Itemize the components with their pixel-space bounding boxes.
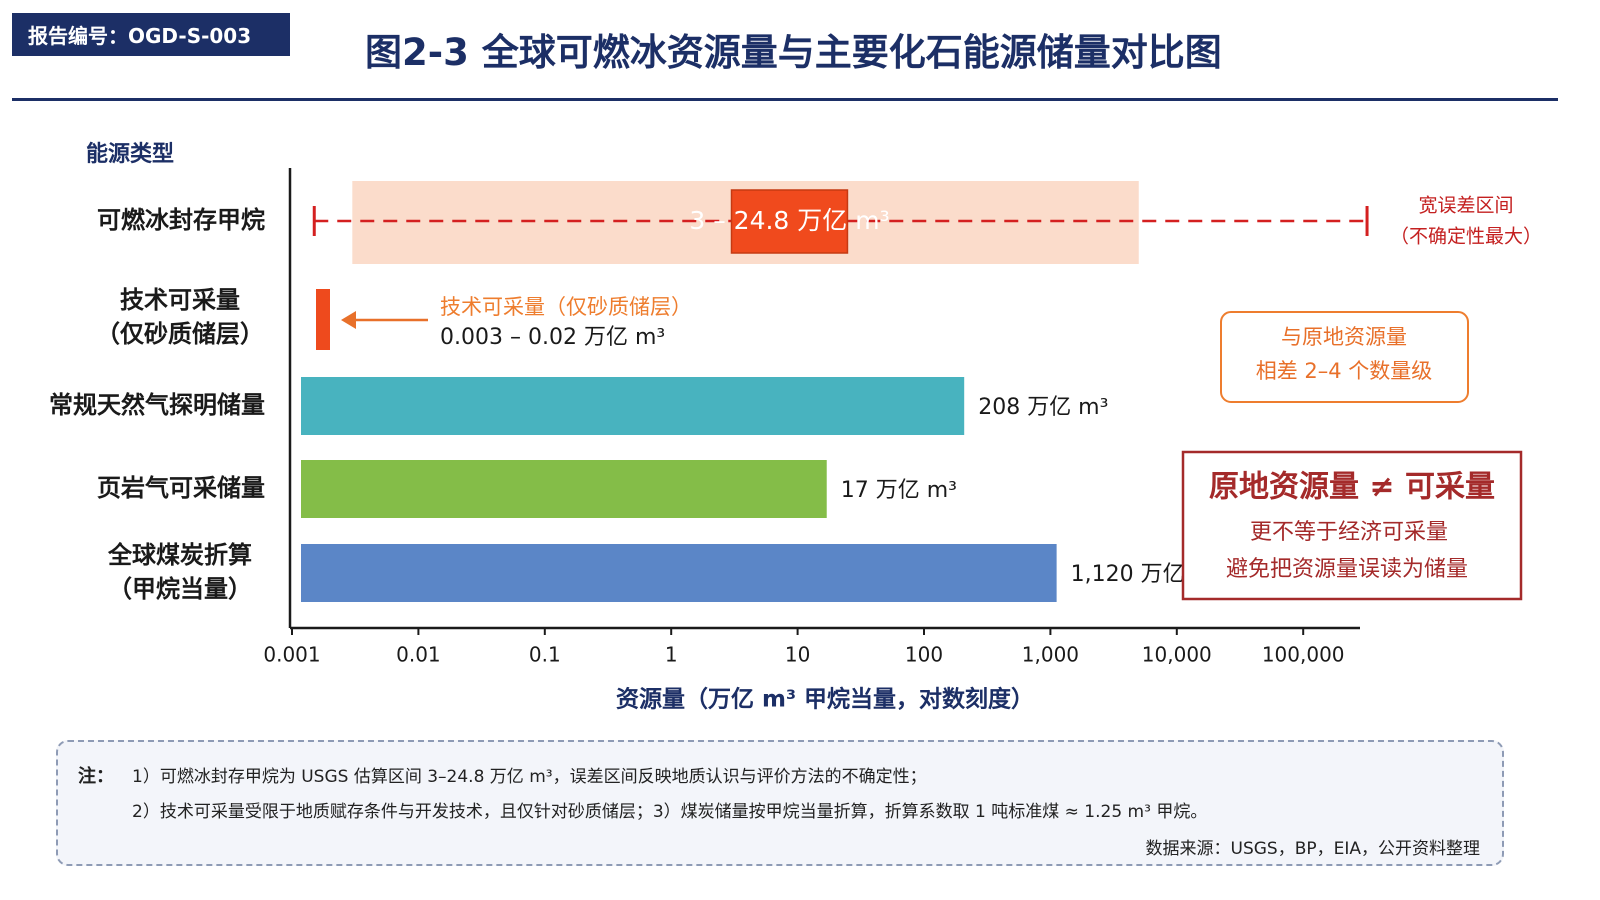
magnitude-note-box <box>1220 311 1469 403</box>
range-bar-recoverable <box>316 289 330 350</box>
y-axis-title: 能源类型 <box>86 141 174 167</box>
notes-box: 注： 1）可燃冰封存甲烷为 USGS 估算区间 3–24.8 万亿 m³，误差区… <box>56 740 1504 866</box>
x-tick-label: 1,000 <box>1022 643 1079 667</box>
key-message-line: 避免把资源量误读为储量 <box>1226 557 1468 582</box>
key-message-line: 更不等于经济可采量 <box>1250 520 1448 545</box>
category-label: 技术可采量 <box>120 286 240 314</box>
range-bar-gas-hydrate <box>730 189 849 254</box>
key-message-box <box>1181 450 1523 601</box>
report-id-badge: 报告编号：OGD-S-003 <box>12 13 290 56</box>
key-message-title: 原地资源量 ≠ 可采量 <box>1209 470 1495 505</box>
x-tick-label: 10,000 <box>1142 643 1212 667</box>
pointer-arrow-head <box>341 311 356 329</box>
bar-value-label: 0.003 – 0.02 万亿 m³ <box>440 325 665 350</box>
category-label: 常规天然气探明储量 <box>49 391 265 419</box>
x-tick-label: 1 <box>665 643 678 667</box>
title-divider <box>12 98 1558 101</box>
note-line-2: 2）技术可采量受限于地质赋存条件与开发技术，且仅针对砂质储层；3）煤炭储量按甲烷… <box>132 802 1208 822</box>
category-label: 全球煤炭折算 <box>107 541 252 569</box>
bar-callout-label: 技术可采量（仅砂质储层） <box>440 295 692 319</box>
error-note-label: 宽误差区间 <box>1418 195 1513 217</box>
note-line-1: 1）可燃冰封存甲烷为 USGS 估算区间 3–24.8 万亿 m³，误差区间反映… <box>132 767 927 787</box>
magnitude-note-label: 相差 2–4 个数量级 <box>1256 359 1433 383</box>
data-source: 数据来源：USGS，BP，EIA，公开资料整理 <box>1145 839 1481 859</box>
x-tick-label: 100,000 <box>1262 643 1345 667</box>
bar-value-label: 17 万亿 m³ <box>841 478 957 503</box>
x-tick-label: 100 <box>905 643 943 667</box>
category-label: （仅砂质储层） <box>96 320 264 348</box>
category-label: 页岩气可采储量 <box>97 474 265 502</box>
x-axis-title: 资源量（万亿 m³ 甲烷当量，对数刻度） <box>616 686 1034 713</box>
bar-value-label: 3 – 24.8 万亿 m³ <box>689 206 889 235</box>
category-label: （甲烷当量） <box>108 575 252 603</box>
x-tick-label: 0.001 <box>263 643 320 667</box>
page-title: 图2-3 全球可燃冰资源量与主要化石能源储量对比图 <box>365 31 1222 74</box>
bar-value-label: 208 万亿 m³ <box>978 395 1108 420</box>
bar-coal-equivalent <box>301 544 1057 602</box>
x-tick-label: 0.01 <box>396 643 441 667</box>
x-tick-label: 0.1 <box>529 643 561 667</box>
x-tick-label: 10 <box>785 643 810 667</box>
magnitude-note-label: 与原地资源量 <box>1281 325 1407 349</box>
notes-label: 注： <box>78 766 114 787</box>
bar-conventional-gas <box>301 377 965 435</box>
error-note-label: （不确定性最大） <box>1390 226 1542 248</box>
bar-shale-gas <box>301 460 827 518</box>
category-label: 可燃冰封存甲烷 <box>97 206 265 234</box>
